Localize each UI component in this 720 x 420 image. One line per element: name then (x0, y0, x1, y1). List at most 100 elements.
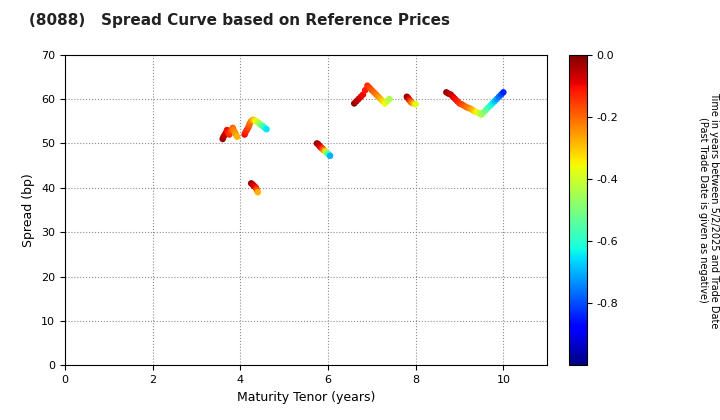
Point (456, 101, 467, 108)
Point (460, 104, 472, 110)
Point (359, 87, 371, 94)
Point (318, 147, 329, 153)
Point (478, 109, 490, 116)
Point (249, 117, 261, 123)
Point (256, 122, 268, 129)
Point (247, 117, 258, 123)
Text: (8088)   Spread Curve based on Reference Prices: (8088) Spread Curve based on Reference P… (29, 13, 450, 28)
Point (241, 127, 253, 134)
Point (382, 98, 393, 105)
Point (476, 111, 487, 118)
Point (311, 140, 323, 147)
Point (487, 100, 498, 107)
Point (480, 107, 492, 113)
Point (227, 124, 238, 131)
Point (410, 101, 421, 108)
Point (404, 97, 415, 103)
Point (243, 124, 254, 131)
Point (405, 99, 417, 106)
Point (498, 89, 509, 96)
Point (247, 181, 258, 188)
Point (248, 116, 259, 123)
Point (240, 129, 251, 136)
Point (219, 131, 230, 138)
Point (220, 129, 232, 136)
Point (246, 118, 257, 125)
Point (319, 147, 330, 154)
Point (259, 124, 271, 131)
Point (445, 91, 456, 98)
Point (251, 118, 262, 125)
Point (464, 105, 476, 112)
Point (361, 82, 373, 89)
Point (246, 180, 257, 187)
Point (384, 96, 395, 102)
Point (443, 90, 454, 97)
Point (225, 129, 236, 136)
Point (379, 100, 391, 107)
Point (482, 105, 494, 111)
Point (321, 150, 333, 157)
Point (217, 136, 228, 142)
Point (495, 91, 507, 98)
Point (458, 102, 469, 109)
Point (323, 151, 335, 158)
Point (315, 144, 327, 151)
Point (373, 93, 384, 100)
Point (408, 100, 419, 107)
Point (491, 96, 503, 102)
Point (402, 94, 413, 101)
Point (366, 87, 377, 94)
Point (353, 96, 364, 102)
Point (485, 102, 496, 109)
Point (370, 91, 382, 98)
Point (221, 127, 233, 134)
Point (217, 134, 229, 140)
Point (320, 149, 332, 156)
Point (255, 121, 266, 128)
Point (451, 98, 463, 105)
Point (252, 119, 264, 126)
Point (375, 96, 387, 102)
Point (489, 98, 500, 105)
Point (251, 184, 262, 191)
Point (401, 93, 413, 100)
Point (248, 182, 259, 189)
Point (230, 131, 242, 138)
Point (244, 120, 256, 127)
Point (228, 127, 240, 134)
Point (225, 127, 237, 134)
Point (364, 84, 375, 91)
Point (249, 183, 261, 190)
Y-axis label: Time in years between 5/2/2025 and Trade Date
(Past Trade Date is given as negat: Time in years between 5/2/2025 and Trade… (698, 92, 719, 328)
Point (472, 109, 483, 116)
Point (462, 105, 474, 111)
Point (251, 186, 263, 193)
Point (447, 93, 459, 100)
Point (368, 89, 379, 96)
Point (324, 152, 336, 159)
X-axis label: Maturity Tenor (years): Maturity Tenor (years) (237, 391, 375, 404)
Point (261, 126, 272, 133)
Point (243, 122, 255, 129)
Y-axis label: Spread (bp): Spread (bp) (22, 173, 35, 247)
Point (493, 93, 505, 100)
Point (317, 145, 328, 152)
Point (312, 141, 324, 148)
Point (348, 100, 360, 107)
Point (474, 110, 485, 117)
Point (355, 93, 366, 100)
Point (403, 96, 415, 102)
Point (357, 91, 369, 98)
Point (313, 142, 325, 149)
Point (377, 98, 389, 105)
Point (315, 144, 326, 150)
Point (222, 129, 234, 136)
Point (239, 131, 251, 138)
Point (449, 96, 461, 102)
Point (454, 100, 465, 107)
Point (231, 134, 243, 140)
Point (351, 98, 362, 105)
Point (223, 131, 235, 138)
Point (467, 107, 478, 113)
